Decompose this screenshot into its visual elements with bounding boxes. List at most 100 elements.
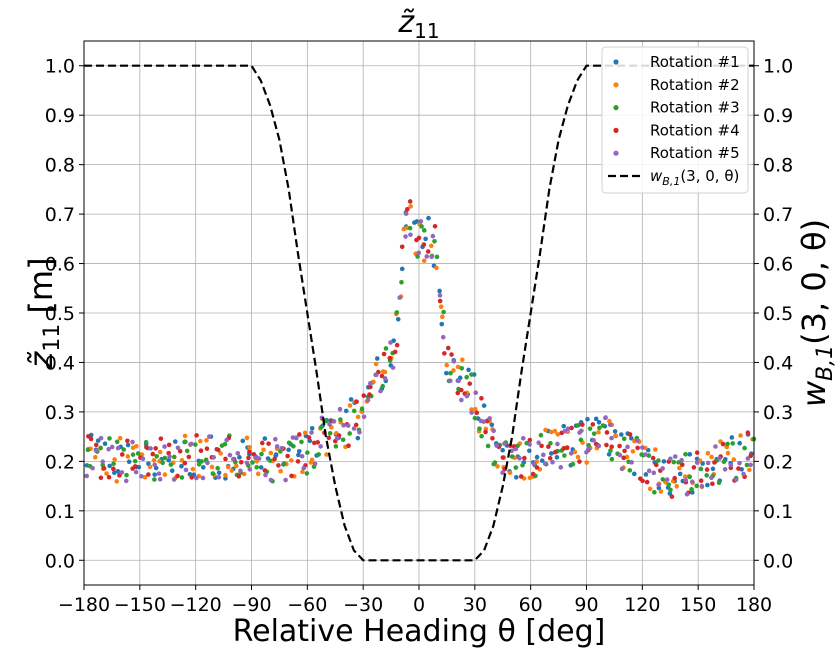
data-point [347, 431, 352, 436]
y-tick-label-left: 0.1 [45, 501, 75, 523]
data-point [408, 232, 413, 238]
data-point [382, 369, 388, 375]
data-point [613, 433, 619, 439]
data-point [361, 414, 367, 420]
y-tick-label-left: 0.7 [45, 204, 75, 226]
data-point [698, 478, 704, 484]
data-point [479, 433, 484, 439]
data-point [546, 444, 551, 449]
data-point [394, 310, 400, 315]
data-point [429, 254, 434, 260]
data-point [125, 454, 131, 459]
y-tick-label-right: 0.4 [763, 352, 793, 374]
data-point [534, 465, 540, 470]
data-point [309, 430, 314, 435]
data-point [481, 403, 487, 408]
weight-curve [84, 64, 754, 562]
data-point [421, 228, 427, 233]
data-point [134, 443, 139, 449]
legend-label: Rotation #1 [650, 53, 740, 71]
data-point [687, 452, 693, 457]
data-point [341, 423, 346, 428]
data-point [721, 459, 727, 464]
data-point [513, 475, 519, 480]
data-point [513, 446, 519, 452]
data-point [166, 450, 171, 456]
data-point [627, 468, 633, 473]
data-point [334, 436, 340, 441]
x-tick-label: −30 [343, 594, 383, 616]
y-axis-label-right: wB,1(3, 0, θ) [795, 219, 837, 407]
data-point [111, 466, 116, 472]
data-point [403, 234, 408, 239]
data-point [536, 440, 541, 445]
y-tick-label-right: 0.2 [763, 451, 793, 473]
data-point [651, 470, 657, 476]
data-point [540, 452, 546, 458]
data-point [575, 454, 581, 460]
data-point [379, 373, 385, 379]
data-point [640, 445, 645, 450]
data-point [353, 422, 359, 428]
data-point [472, 406, 478, 412]
data-point [440, 334, 446, 340]
data-point [244, 435, 250, 441]
data-point [709, 454, 714, 460]
data-point [189, 441, 194, 447]
data-point [737, 440, 742, 446]
data-point [115, 468, 121, 474]
data-point [235, 451, 241, 456]
data-point [119, 452, 125, 457]
data-point [106, 474, 112, 480]
data-point [628, 435, 634, 441]
data-point [361, 393, 367, 398]
data-point [289, 473, 294, 479]
data-point [416, 250, 422, 256]
data-point [211, 455, 216, 460]
data-point [548, 440, 553, 446]
data-point [745, 430, 751, 436]
data-point [84, 473, 90, 479]
axis-ticks: −180 −150 −120 −90 −60 −30 0 30 60 90 120 150 180 0.0… [45, 56, 793, 616]
data-point [586, 442, 591, 448]
x-tick-label: 30 [463, 594, 487, 616]
data-point [441, 309, 446, 315]
data-point [167, 454, 172, 459]
data-point [306, 435, 312, 440]
data-point [367, 392, 372, 397]
weight-curve-line [84, 64, 754, 562]
data-point [408, 204, 413, 209]
data-point [568, 451, 574, 456]
data-point [354, 399, 359, 404]
data-point [135, 451, 141, 456]
data-point [418, 219, 424, 224]
data-point [650, 455, 656, 461]
data-point [316, 452, 322, 457]
data-point [629, 460, 634, 465]
data-point [261, 447, 266, 453]
data-point [555, 441, 560, 447]
data-point [157, 476, 163, 482]
y-tick-label-left: 0.6 [45, 254, 75, 276]
data-point [621, 436, 627, 442]
data-point [125, 442, 131, 448]
data-point [578, 437, 584, 443]
data-point [722, 467, 728, 472]
data-point [326, 435, 332, 441]
data-point [324, 418, 329, 424]
data-point [491, 428, 496, 434]
data-point [652, 447, 658, 452]
data-point [552, 428, 558, 434]
data-point [661, 459, 667, 464]
data-point [238, 468, 243, 474]
data-point [216, 470, 222, 476]
data-point [596, 420, 602, 425]
data-point [162, 455, 168, 461]
data-point [728, 462, 734, 468]
data-point [612, 429, 618, 434]
data-point [397, 295, 402, 300]
data-point [224, 437, 229, 443]
data-point [311, 440, 317, 446]
data-point [660, 466, 665, 471]
data-point [579, 428, 584, 434]
